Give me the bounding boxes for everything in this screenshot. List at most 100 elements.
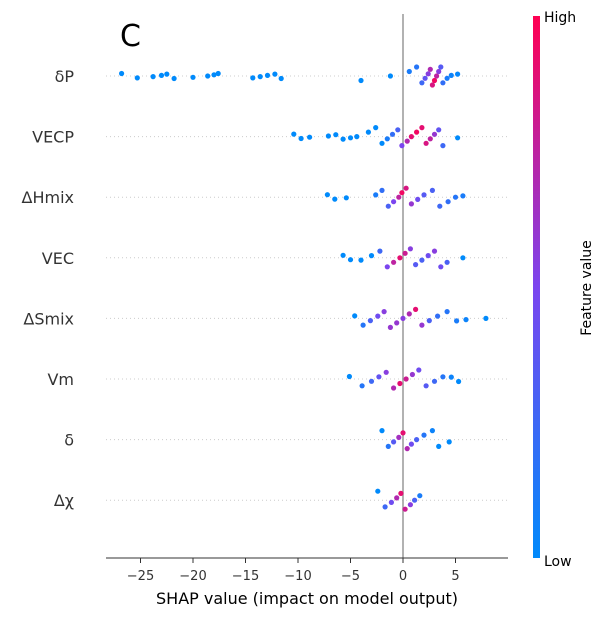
shap-point: [403, 185, 409, 191]
shap-point: [416, 367, 422, 373]
feature-label: VECP: [32, 128, 74, 147]
shap-point: [340, 252, 346, 258]
shap-point: [379, 140, 385, 146]
shap-point: [298, 135, 304, 142]
shap-point: [375, 488, 381, 494]
shap-point: [385, 203, 391, 209]
shap-point: [419, 257, 425, 263]
shap-point: [414, 64, 420, 70]
shap-point: [429, 428, 435, 434]
shap-point: [354, 134, 360, 140]
shap-point: [437, 203, 443, 209]
shap-point: [347, 135, 354, 141]
shap-point: [394, 320, 400, 326]
shap-point: [391, 259, 397, 265]
shap-point: [134, 75, 140, 81]
shap-point: [377, 248, 383, 254]
shap-point: [391, 439, 397, 445]
shap-point: [426, 318, 432, 324]
panel-label: C: [120, 19, 141, 54]
shap-point: [427, 136, 433, 142]
shap-point: [431, 248, 438, 254]
feature-label: δ: [64, 431, 74, 450]
shap-point: [460, 193, 466, 199]
shap-point: [408, 441, 414, 447]
shap-point: [190, 74, 196, 80]
shap-point: [452, 194, 459, 200]
shap-point: [343, 195, 349, 201]
shap-point: [150, 74, 156, 80]
shap-point: [384, 136, 390, 142]
shap-point: [389, 131, 396, 137]
shap-point: [360, 322, 366, 328]
shap-point: [421, 192, 427, 198]
shap-point: [431, 77, 438, 84]
shap-point: [384, 264, 390, 270]
feature-label: Vm: [47, 370, 74, 389]
shap-point: [211, 72, 217, 78]
shap-point: [407, 502, 413, 508]
shap-point: [385, 443, 391, 449]
shap-point: [368, 253, 375, 259]
shap-point: [387, 324, 393, 330]
shap-point: [414, 129, 420, 135]
shap-point: [440, 80, 446, 86]
shap-point: [379, 428, 385, 434]
feature-label: ΔSmix: [23, 309, 74, 328]
shap-point: [399, 190, 405, 196]
shap-point: [440, 374, 446, 380]
x-tick-label: −20: [179, 569, 206, 584]
shap-point: [455, 71, 461, 77]
shap-point: [427, 66, 433, 72]
shap-point: [325, 133, 331, 139]
shap-point: [444, 259, 450, 265]
shap-point: [404, 138, 410, 144]
shap-point: [436, 68, 442, 75]
shap-point: [373, 192, 379, 198]
shap-point: [397, 380, 403, 387]
colorbar: High Low Feature value: [533, 10, 595, 570]
shap-point: [332, 196, 338, 202]
shap-point: [456, 378, 462, 385]
shap-point: [408, 201, 414, 207]
shap-point: [333, 132, 339, 138]
shap-point: [250, 75, 256, 81]
shap-point: [438, 64, 444, 70]
shap-point: [402, 506, 408, 512]
colorbar-low-label: Low: [544, 554, 572, 570]
shap-point: [388, 499, 394, 505]
shap-point: [434, 73, 440, 79]
shap-point: [425, 71, 431, 77]
shap-point: [448, 374, 454, 380]
shap-point: [382, 504, 388, 510]
shap-point: [376, 374, 382, 380]
shap-point: [395, 127, 401, 133]
shap-point: [347, 257, 354, 263]
shap-point: [436, 443, 442, 449]
shap-point: [413, 262, 419, 268]
shap-point: [387, 73, 393, 79]
shap-point: [431, 131, 438, 137]
shap-point: [455, 135, 461, 141]
shap-point: [419, 80, 425, 86]
shap-point: [396, 194, 402, 200]
shap-point: [381, 309, 387, 315]
shap-point: [423, 383, 429, 389]
x-axis-label: SHAP value (impact on model output): [156, 589, 458, 608]
feature-rows: δP VECP ΔHmix VEC ΔSmix Vm δ Δχ: [22, 67, 508, 510]
x-ticks: −25 −20 −15 −10 −5 0 5: [127, 558, 460, 584]
x-tick-label: −25: [127, 569, 154, 584]
shap-point: [307, 134, 313, 140]
shap-point: [365, 129, 371, 135]
shap-point: [394, 495, 400, 501]
feature-label: Δχ: [54, 491, 74, 510]
colorbar-title: Feature value: [579, 240, 595, 336]
shap-point: [404, 446, 410, 452]
shap-point: [257, 74, 263, 80]
shap-point: [444, 75, 450, 81]
shap-point: [483, 315, 489, 321]
shap-point: [435, 313, 441, 319]
shap-point: [440, 143, 446, 149]
shap-point: [400, 430, 406, 436]
x-tick-label: 0: [399, 569, 407, 584]
